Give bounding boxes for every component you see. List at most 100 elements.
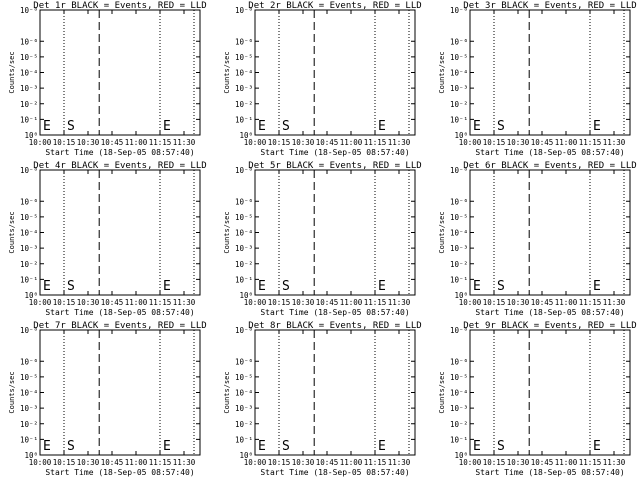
- marker-label: E: [43, 119, 51, 134]
- y-axis-label: Counts/sec: [438, 51, 446, 93]
- marker-label: S: [497, 439, 505, 454]
- y-tick-label: 10⁻⁴: [235, 389, 253, 398]
- y-tick-label: 10⁻²: [235, 260, 253, 269]
- y-tick-label: 10⁻²: [20, 260, 38, 269]
- panel-title: Det 2r BLACK = Events, RED = LLD: [248, 1, 421, 11]
- marker-label: E: [43, 279, 51, 294]
- detector-panel: Det 9r BLACK = Events, RED = LLD 10⁰ 10⁻¹ 1…: [438, 321, 637, 477]
- x-tick-label: 10:45: [101, 458, 124, 467]
- y-axis-label: Counts/sec: [8, 51, 16, 93]
- x-tick-label: 10:45: [101, 138, 124, 147]
- y-axis-label: Counts/sec: [438, 211, 446, 253]
- x-tick-label: 11:15: [364, 298, 387, 307]
- marker-label: E: [378, 439, 386, 454]
- x-tick-label: 11:15: [364, 458, 387, 467]
- y-tick-label: 10⁻⁵: [20, 53, 38, 62]
- y-tick-label: 10⁻⁴: [235, 229, 253, 238]
- y-tick-label: 10⁻⁵: [235, 213, 253, 222]
- marker-label: E: [378, 279, 386, 294]
- x-tick-label: 10:15: [53, 138, 76, 147]
- y-tick-label: 10⁻⁴: [450, 69, 468, 78]
- y-tick-label: 10⁻⁸: [235, 166, 253, 175]
- y-tick-label: 10⁻³: [20, 404, 38, 413]
- marker-label: E: [473, 119, 481, 134]
- y-tick-label: 10⁻⁶: [20, 197, 38, 206]
- x-axis-label: Start Time (18-Sep-05 08:57:40): [45, 308, 194, 317]
- panel-title: Det 8r BLACK = Events, RED = LLD: [248, 321, 421, 331]
- x-tick-label: 10:30: [507, 298, 530, 307]
- x-tick-label: 10:30: [292, 298, 315, 307]
- marker-label: S: [67, 279, 75, 294]
- x-tick-label: 10:45: [316, 138, 339, 147]
- y-axis-label: Counts/sec: [8, 211, 16, 253]
- y-tick-label: 10⁻¹: [20, 275, 38, 284]
- marker-label: S: [67, 439, 75, 454]
- panel-title: Det 5r BLACK = Events, RED = LLD: [248, 161, 421, 171]
- y-tick-label: 10⁻³: [235, 404, 253, 413]
- marker-label: E: [258, 279, 266, 294]
- marker-label: E: [258, 439, 266, 454]
- marker-label: S: [282, 279, 290, 294]
- panel-title: Det 1r BLACK = Events, RED = LLD: [33, 1, 206, 11]
- x-tick-label: 11:30: [603, 458, 626, 467]
- y-tick-label: 10⁻¹: [235, 275, 253, 284]
- y-tick-label: 10⁻³: [450, 244, 468, 253]
- x-axis-label: Start Time (18-Sep-05 08:57:40): [260, 148, 409, 157]
- panel-title: Det 7r BLACK = Events, RED = LLD: [33, 321, 206, 331]
- y-tick-label: 10⁻⁸: [450, 166, 468, 175]
- x-tick-label: 11:15: [364, 138, 387, 147]
- y-tick-label: 10⁻³: [235, 244, 253, 253]
- y-tick-label: 10⁻¹: [450, 275, 468, 284]
- y-tick-label: 10⁻⁴: [20, 389, 38, 398]
- x-tick-label: 10:00: [459, 138, 482, 147]
- x-tick-label: 10:00: [244, 298, 267, 307]
- marker-label: S: [497, 119, 505, 134]
- x-tick-label: 10:30: [292, 458, 315, 467]
- x-tick-label: 11:30: [173, 298, 196, 307]
- x-tick-label: 10:00: [459, 458, 482, 467]
- x-axis-label: Start Time (18-Sep-05 08:57:40): [475, 148, 624, 157]
- y-tick-label: 10⁻¹: [20, 435, 38, 444]
- x-tick-label: 11:15: [149, 458, 172, 467]
- marker-label: E: [163, 439, 171, 454]
- y-tick-label: 10⁻³: [20, 84, 38, 93]
- marker-label: E: [43, 439, 51, 454]
- x-tick-label: 10:00: [459, 298, 482, 307]
- x-tick-label: 10:45: [531, 298, 554, 307]
- y-tick-label: 10⁻⁴: [235, 69, 253, 78]
- y-tick-label: 10⁻⁸: [235, 6, 253, 15]
- x-tick-label: 10:30: [77, 458, 100, 467]
- marker-label: E: [593, 119, 601, 134]
- x-tick-label: 11:00: [340, 298, 363, 307]
- detector-panel: Det 4r BLACK = Events, RED = LLD 10⁰ 10⁻¹ 1…: [8, 161, 207, 317]
- y-tick-label: 10⁻⁵: [20, 373, 38, 382]
- x-tick-label: 11:30: [388, 298, 411, 307]
- y-tick-label: 10⁻⁵: [450, 53, 468, 62]
- y-tick-label: 10⁻¹: [20, 115, 38, 124]
- y-tick-label: 10⁻²: [450, 100, 468, 109]
- detector-panel: Det 7r BLACK = Events, RED = LLD 10⁰ 10⁻¹ 1…: [8, 321, 207, 477]
- marker-label: S: [282, 439, 290, 454]
- x-tick-label: 10:15: [53, 298, 76, 307]
- y-tick-label: 10⁰: [454, 451, 468, 460]
- y-tick-label: 10⁻⁵: [235, 53, 253, 62]
- y-tick-label: 10⁻⁴: [20, 229, 38, 238]
- x-tick-label: 10:30: [507, 458, 530, 467]
- y-tick-label: 10⁻⁶: [235, 197, 253, 206]
- y-tick-label: 10⁻⁴: [20, 69, 38, 78]
- y-axis-label: Counts/sec: [223, 51, 231, 93]
- y-tick-label: 10⁻⁵: [450, 213, 468, 222]
- x-tick-label: 10:15: [483, 458, 506, 467]
- y-tick-label: 10⁻⁸: [450, 326, 468, 335]
- x-tick-label: 11:30: [173, 138, 196, 147]
- x-axis-label: Start Time (18-Sep-05 08:57:40): [260, 308, 409, 317]
- y-tick-label: 10⁰: [454, 131, 468, 140]
- marker-label: E: [163, 119, 171, 134]
- x-tick-label: 10:00: [29, 138, 52, 147]
- x-tick-label: 11:00: [555, 458, 578, 467]
- y-tick-label: 10⁻⁸: [20, 326, 38, 335]
- y-tick-label: 10⁻⁸: [235, 326, 253, 335]
- y-tick-label: 10⁻¹: [450, 435, 468, 444]
- y-tick-label: 10⁻⁶: [450, 197, 468, 206]
